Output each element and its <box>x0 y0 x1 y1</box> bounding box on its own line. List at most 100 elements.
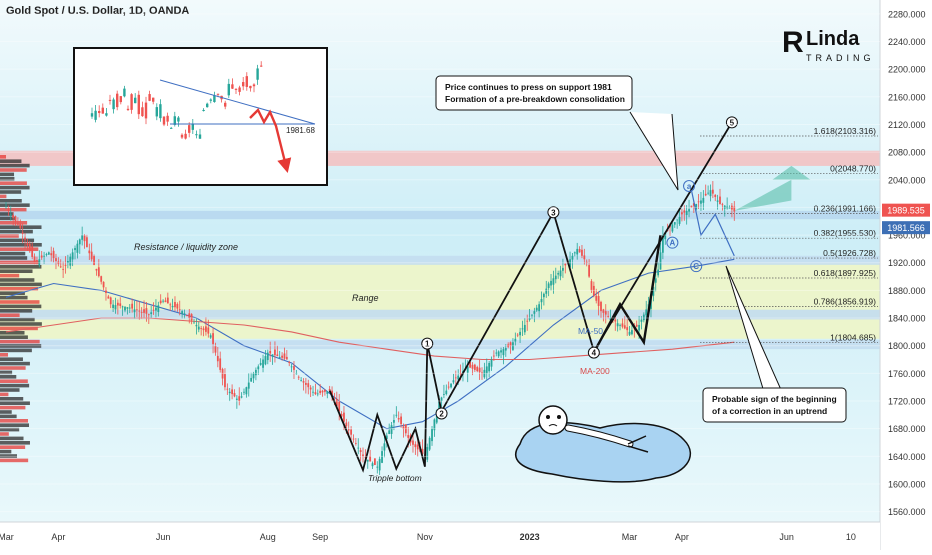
candle-body <box>231 389 233 395</box>
resistance-zone-label: Resistance / liquidity zone <box>134 242 238 252</box>
y-tick-label: 1880.000 <box>888 286 926 296</box>
candle-body <box>5 207 7 209</box>
volume-bar <box>0 454 17 458</box>
candle-body <box>381 451 383 463</box>
triple-bottom-label: Tripple bottom <box>368 473 422 483</box>
candle-body <box>14 216 17 222</box>
volume-bar <box>0 234 19 238</box>
candle-body <box>224 374 226 388</box>
inset-candle-body <box>162 116 166 125</box>
candle-body <box>707 192 709 194</box>
candle-body <box>528 318 531 320</box>
y-tick-label: 2200.000 <box>888 65 926 75</box>
volume-bar <box>0 168 27 172</box>
candle-body <box>178 309 181 311</box>
candle-body <box>212 333 214 344</box>
candle-body <box>664 232 667 240</box>
candle-body <box>197 326 200 330</box>
zone-3 <box>0 255 880 265</box>
wave-label-1: 1 <box>425 340 430 349</box>
candle-body <box>702 197 705 203</box>
candle-body <box>609 318 612 321</box>
candle-body <box>402 426 405 429</box>
volume-bar <box>0 256 28 260</box>
candle-body <box>557 273 560 275</box>
volume-bar <box>0 278 35 282</box>
candle-body <box>359 450 362 452</box>
volume-bar <box>0 243 42 247</box>
candle-body <box>645 309 648 316</box>
candle-body <box>400 416 402 425</box>
volume-bar <box>0 344 42 348</box>
ma-line-ma-50 <box>5 258 735 430</box>
candle-body <box>388 430 391 434</box>
inset-candle-body <box>227 83 230 96</box>
candle-body <box>88 250 91 254</box>
volume-bar <box>0 159 22 163</box>
wave-marker-C <box>690 260 703 273</box>
candle-body <box>266 352 269 361</box>
candle-body <box>326 391 329 394</box>
inset-candle-body <box>105 113 108 116</box>
price-axis <box>880 0 932 550</box>
candle-body <box>240 396 243 398</box>
candle-body <box>262 359 264 368</box>
candle-body <box>86 237 88 248</box>
candle-body <box>233 393 236 397</box>
candle-body <box>19 224 22 229</box>
candle-body <box>685 210 688 216</box>
x-tick-label: Apr <box>51 532 65 542</box>
candle-body <box>255 369 257 376</box>
inset-breakdown-arrow <box>249 107 292 173</box>
volume-bar <box>0 181 27 185</box>
candle-body <box>238 396 241 402</box>
candle-body <box>592 285 595 296</box>
candle-body <box>573 252 576 254</box>
volume-bar <box>0 216 15 221</box>
candle-body <box>259 362 262 365</box>
candle-body <box>407 435 410 438</box>
fib-label-0: 0(2048.770) <box>830 164 876 174</box>
candle-body <box>531 314 533 316</box>
candle-body <box>71 252 74 260</box>
candle-body <box>140 311 143 313</box>
candle-body <box>357 447 360 449</box>
range-label: Range <box>352 293 379 303</box>
candle-body <box>516 334 519 336</box>
candle-body <box>657 269 660 276</box>
inset-candle-body <box>213 95 216 103</box>
volume-bar <box>0 203 30 207</box>
wave-label-2: 2 <box>439 409 444 418</box>
volume-bar <box>0 366 26 370</box>
volume-bar <box>0 405 26 410</box>
candle-body <box>226 388 229 390</box>
candle-body <box>147 314 150 316</box>
wave-marker-1 <box>421 337 434 350</box>
candle-body <box>257 366 260 370</box>
x-tick-label: 2023 <box>520 532 540 542</box>
candle-body <box>290 366 293 368</box>
candle-body <box>328 389 331 391</box>
fib-label-0.5: 0.5(1926.728) <box>823 248 876 258</box>
y-tick-label: 2160.000 <box>888 92 926 102</box>
candle-body <box>412 440 414 445</box>
candle-body <box>500 350 502 353</box>
wave-4-zigzag <box>592 234 662 354</box>
candle-body <box>588 265 590 277</box>
y-tick-label: 1560.000 <box>888 507 926 517</box>
x-tick-label: Sep <box>312 532 328 542</box>
candle-body <box>347 429 350 431</box>
inset-candle-body <box>249 85 252 89</box>
wave-marker-3 <box>547 206 560 219</box>
logo-letter: R <box>782 26 804 59</box>
volume-bar <box>0 370 13 375</box>
volume-bar <box>0 287 39 291</box>
candle-body <box>526 320 529 322</box>
time-axis <box>0 522 880 550</box>
chart-title: Gold Spot / U.S. Dollar, 1D, OANDA <box>6 5 189 17</box>
candle-body <box>542 293 545 298</box>
volume-bar <box>0 295 28 300</box>
candle-body <box>314 392 317 395</box>
volume-bar <box>0 199 22 203</box>
volume-bar <box>0 423 30 427</box>
